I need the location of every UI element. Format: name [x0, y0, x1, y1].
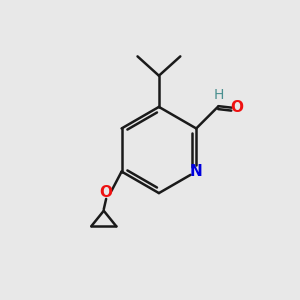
Text: H: H: [213, 88, 224, 102]
Text: O: O: [230, 100, 244, 115]
Text: N: N: [190, 164, 203, 179]
Text: O: O: [100, 185, 112, 200]
